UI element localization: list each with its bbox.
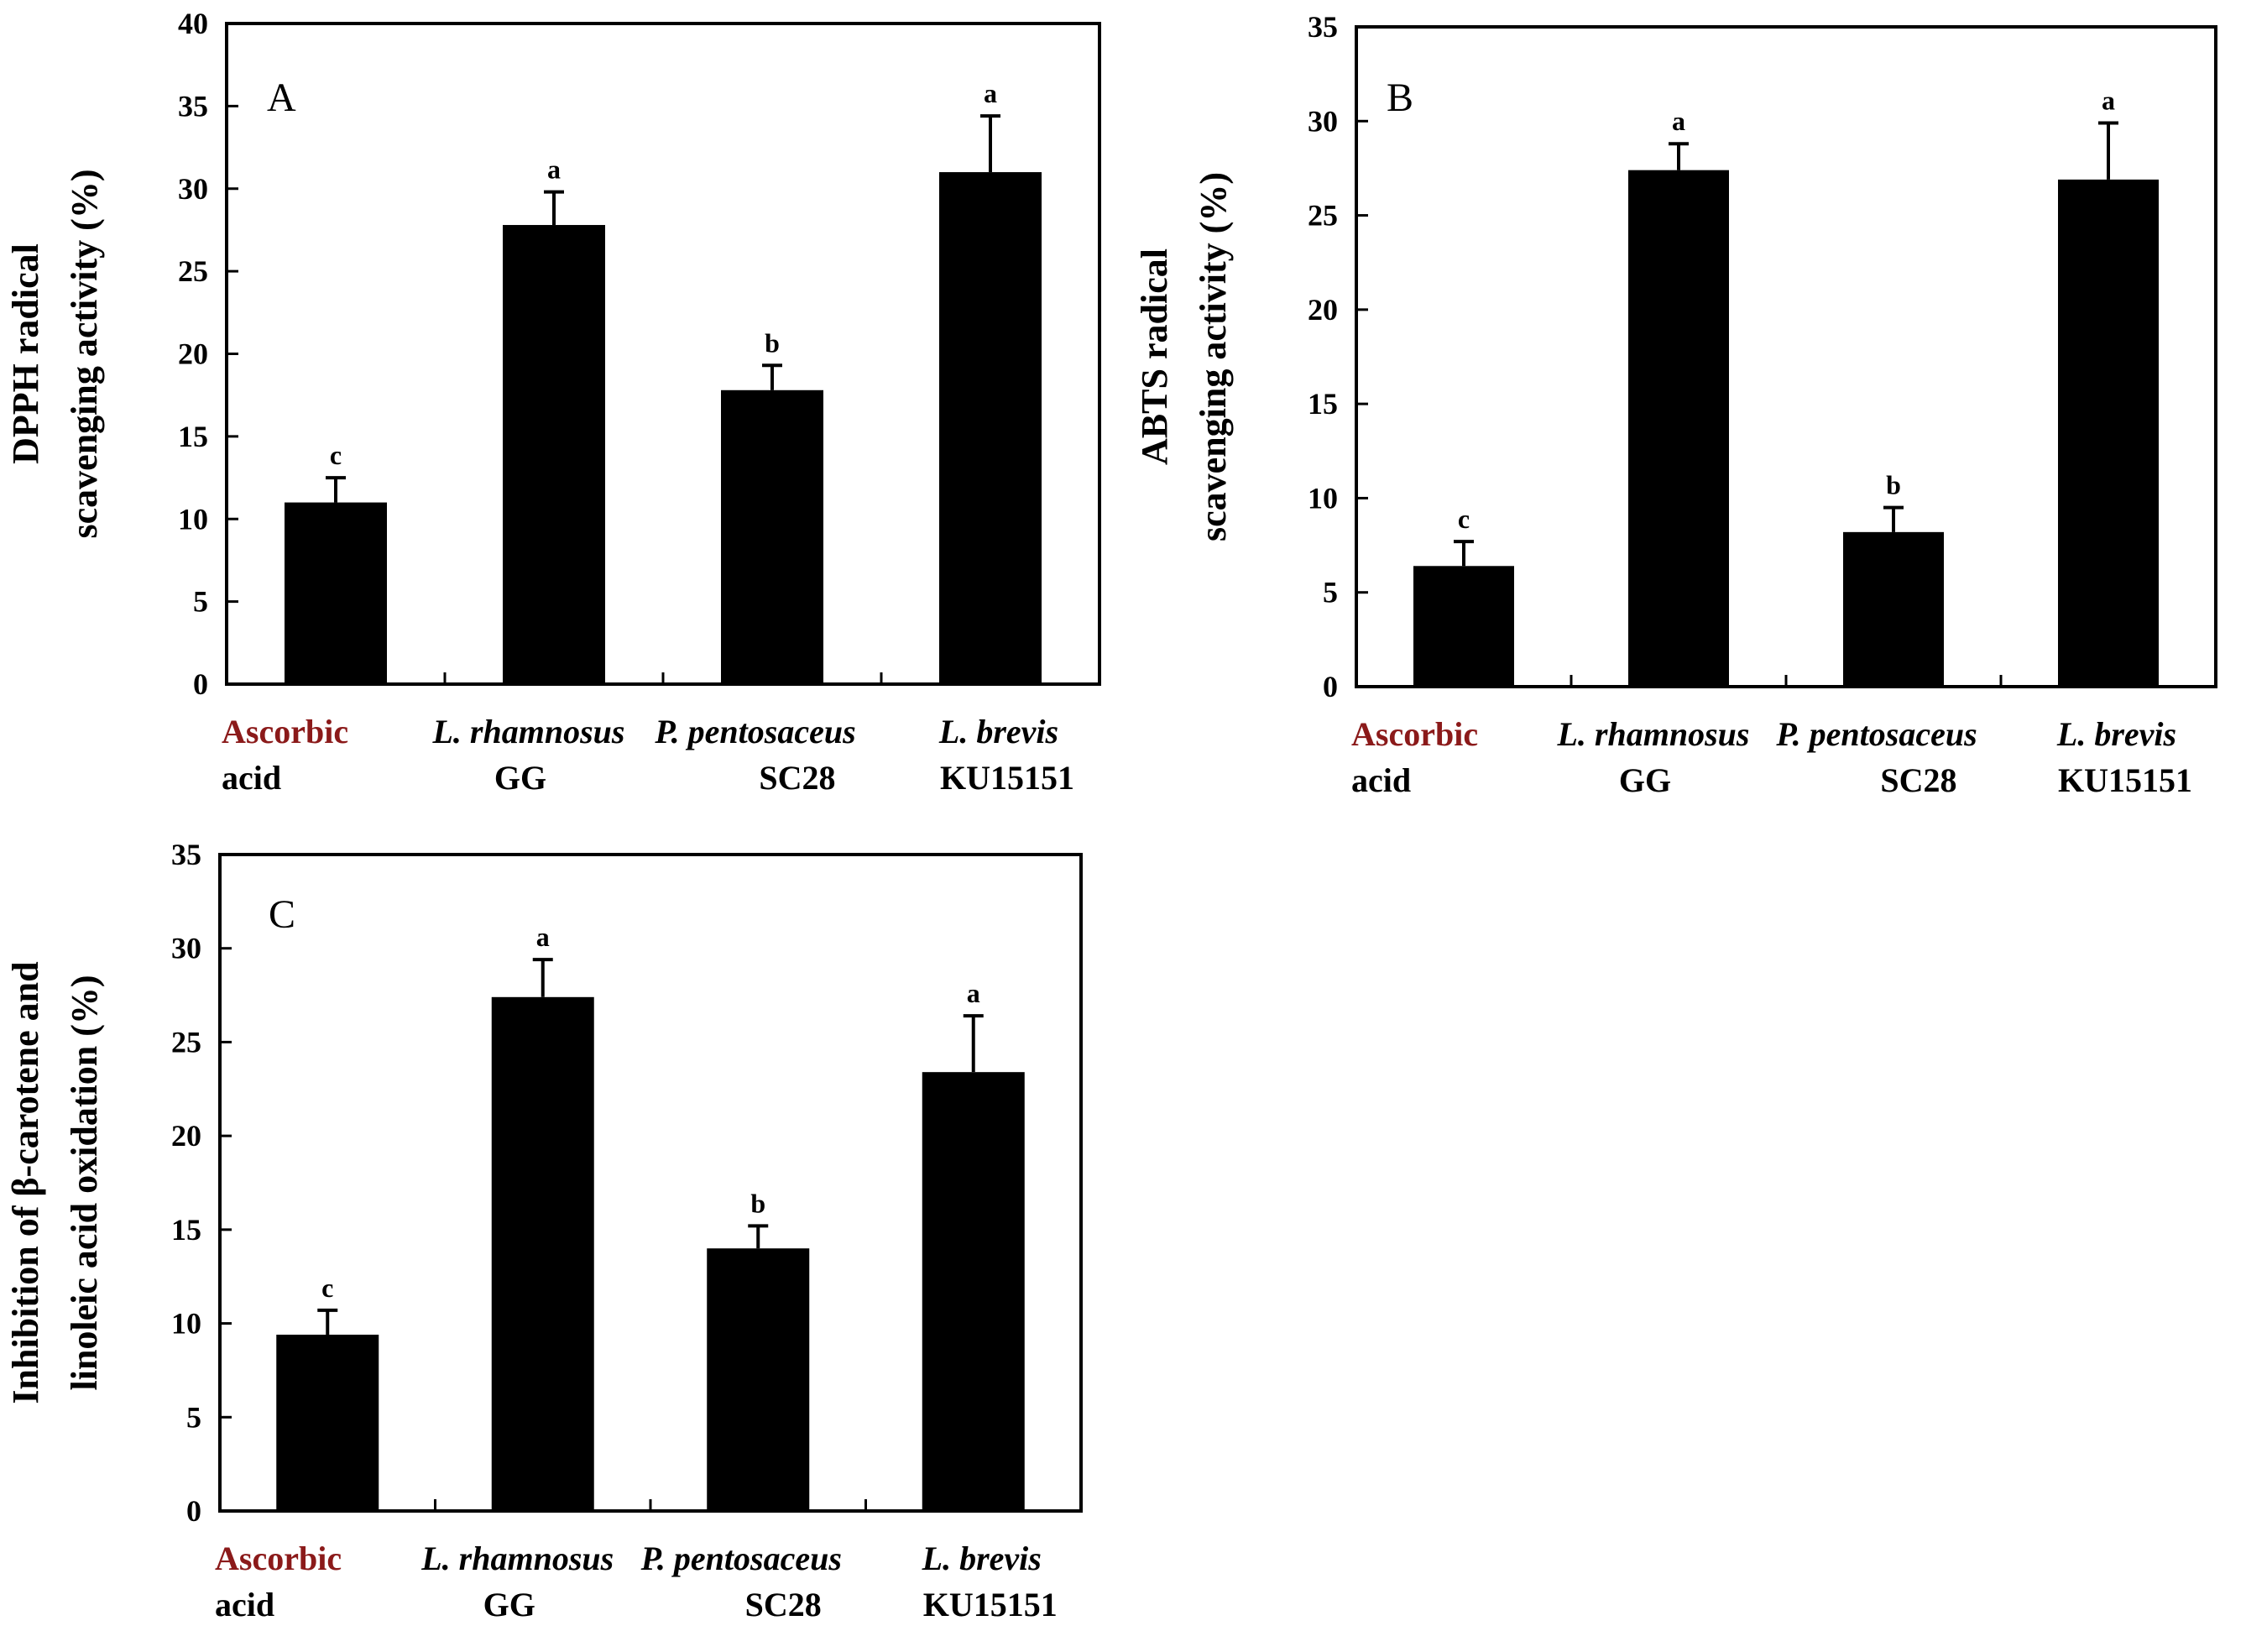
y-tick-label: 25 <box>1308 199 1338 233</box>
bar <box>707 1248 810 1511</box>
category-label: GG <box>494 759 546 797</box>
y-tick-label: 0 <box>1323 670 1338 703</box>
bar <box>1413 566 1514 687</box>
y-tick-label: 20 <box>171 1119 201 1153</box>
category-label: Ascorbic <box>1351 715 1478 753</box>
y-axis-label: linoleic acid oxidation (%) <box>64 975 105 1391</box>
y-tick-label: 30 <box>178 172 208 206</box>
category-label: SC28 <box>759 759 835 797</box>
y-tick-label: 25 <box>171 1025 201 1059</box>
category-label: SC28 <box>745 1586 822 1623</box>
panel-label: B <box>1387 76 1413 120</box>
y-axis-label: DPPH radical <box>5 243 46 464</box>
category-label: L. brevis <box>922 1540 1042 1577</box>
significance-label: a <box>547 154 561 185</box>
significance-label: a <box>2102 86 2115 116</box>
y-tick-label: 0 <box>193 667 208 701</box>
bar <box>1843 531 1944 687</box>
y-tick-label: 40 <box>178 7 208 40</box>
y-tick-label: 0 <box>186 1494 201 1528</box>
y-tick-label: 15 <box>178 420 208 453</box>
y-axis-label: scavenging activity (%) <box>1193 172 1234 541</box>
category-label: acid <box>215 1586 274 1623</box>
significance-label: c <box>330 440 342 470</box>
category-label: GG <box>1619 761 1671 799</box>
chart-panel-a: 0 5 10 15 20 25 30 35 40 DPPH radical scavenging a… <box>5 7 1101 797</box>
category-label: KU15151 <box>940 759 1074 797</box>
y-tick-label: 10 <box>1308 481 1338 515</box>
category-label: KU15151 <box>923 1586 1058 1623</box>
bar <box>285 502 387 684</box>
y-axis-label: scavenging activity (%) <box>64 170 105 539</box>
category-label: acid <box>222 759 281 797</box>
category-label: P. pentosaceus <box>640 1540 842 1577</box>
bar <box>2058 179 2159 687</box>
significance-label: b <box>750 1188 765 1218</box>
y-tick-label: 5 <box>193 585 208 619</box>
significance-label: b <box>765 327 780 358</box>
category-label: L. rhamnosus <box>432 713 625 750</box>
significance-label: a <box>984 78 997 108</box>
y-tick-label: 5 <box>186 1400 201 1434</box>
bar <box>922 1072 1025 1511</box>
y-tick-label: 15 <box>171 1213 201 1247</box>
category-label: GG <box>483 1586 535 1623</box>
panel-label: A <box>267 76 296 120</box>
y-axis-label: ABTS radical <box>1134 248 1175 465</box>
y-tick-label: 35 <box>171 838 201 871</box>
significance-label: c <box>1458 504 1470 534</box>
significance-label: a <box>536 922 550 952</box>
bar <box>491 996 594 1511</box>
significance-label: a <box>967 978 980 1008</box>
bar <box>276 1334 379 1511</box>
significance-label: c <box>321 1273 333 1303</box>
bar <box>1628 170 1729 687</box>
category-label: SC28 <box>1880 761 1956 799</box>
category-label: L. rhamnosus <box>1557 715 1750 753</box>
category-label: KU15151 <box>2058 761 2192 799</box>
y-tick-label: 5 <box>1323 576 1338 609</box>
category-label: Ascorbic <box>215 1540 342 1577</box>
chart-panel-b: 0 5 10 15 20 25 30 35 ABTS radical scavenging act… <box>1134 10 2217 799</box>
panel-label: C <box>269 892 295 937</box>
bar <box>503 225 605 684</box>
significance-label: b <box>1886 470 1901 500</box>
category-label: P. pentosaceus <box>1775 715 1977 753</box>
y-tick-label: 25 <box>178 254 208 288</box>
y-tick-label: 20 <box>1308 293 1338 327</box>
y-tick-label: 30 <box>1308 104 1338 138</box>
bar <box>939 172 1042 684</box>
y-tick-label: 10 <box>171 1307 201 1341</box>
category-label: acid <box>1351 761 1411 799</box>
category-label: L. brevis <box>2056 715 2176 753</box>
category-label: L. brevis <box>938 713 1058 750</box>
y-tick-label: 35 <box>178 89 208 123</box>
y-tick-label: 15 <box>1308 387 1338 421</box>
category-label: Ascorbic <box>222 713 348 750</box>
y-tick-label: 35 <box>1308 10 1338 44</box>
y-axis-label: Inhibition of β-carotene and <box>5 961 46 1404</box>
y-tick-label: 20 <box>178 337 208 371</box>
chart-panel-c: 0 5 10 15 20 25 30 35 Inhibition of β-carotene a… <box>5 838 1083 1623</box>
bar <box>721 389 823 684</box>
significance-label: a <box>1672 106 1685 136</box>
category-label: L. rhamnosus <box>420 1540 614 1577</box>
y-tick-label: 10 <box>178 502 208 536</box>
y-tick-label: 30 <box>171 932 201 965</box>
category-label: P. pentosaceus <box>654 713 855 750</box>
